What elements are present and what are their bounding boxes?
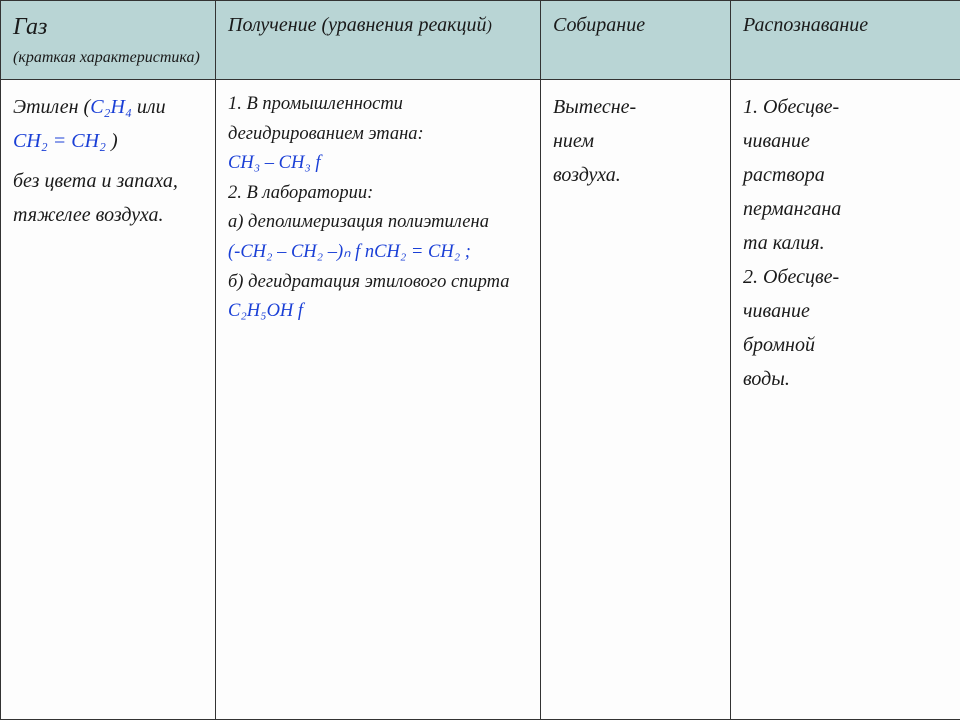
detect-l2: чивание [743,130,810,152]
detect-l7: чивание [743,300,810,322]
cell-gas: Этилен (С₂Н₄ или СН₂ = СН₂ ) без цвета и… [1,79,216,719]
header-preparation: Получение (уравнения реакций) [216,1,541,80]
gas-or: или [132,96,166,118]
gas-desc: без цвета и запаха, тяжелее воздуха. [13,164,203,232]
detect-l5: та калия. [743,232,825,254]
gas-name-pre: Этилен ( [13,96,90,118]
prep-formula2b: ₙ f nСН₂ = СН₂ ; [343,242,471,262]
detect-l6: 2. Обесцве- [743,266,839,288]
detect-l3: раствора [743,164,825,186]
header-prep-main: Получение (уравнения реакций [228,14,486,36]
collect-l3: воздуха. [553,164,621,186]
header-collect-text: Собирание [553,14,645,36]
header-collection: Собирание [541,1,731,80]
detect-l1: 1. Обесцве- [743,96,839,118]
cell-detection: 1. Обесцве- чивание раствора пермангана … [731,79,960,719]
prep-line3: а) деполимеризация полиэтилена [228,212,489,232]
cell-preparation: 1. В промышленности дегидрированием этан… [216,79,541,719]
detect-l9: воды. [743,368,790,390]
prep-line2: 2. В лаборатории: [228,183,373,203]
detect-l4: пермангана [743,198,841,220]
prep-formula1: СН₃ – СН₃ f [228,153,321,173]
table-row: Этилен (С₂Н₄ или СН₂ = СН₂ ) без цвета и… [1,79,960,719]
collect-l2: нием [553,130,594,152]
prep-line1: 1. В промышленности дегидрированием этан… [228,94,424,144]
header-gas: Газ (краткая характеристика) [1,1,216,80]
prep-formula3: С₂Н₅ОН f [228,301,303,321]
gas-close: ) [106,130,118,152]
chemistry-table: Газ (краткая характеристика) Получение (… [0,0,960,720]
header-gas-title: Газ [13,14,47,40]
cell-collection: Вытесне- нием воздуха. [541,79,731,719]
header-detection: Распознавание [731,1,960,80]
gas-formula1: С₂Н₄ [90,96,132,118]
prep-formula2a: (-СН₂ – СН₂ –) [228,242,343,262]
header-detect-text: Распознавание [743,14,868,36]
prep-line4: б) дегидратация этилового спирта [228,272,510,292]
header-gas-sub: (краткая характеристика) [13,47,203,69]
collect-l1: Вытесне- [553,96,636,118]
header-prep-tail: ) [486,18,491,35]
gas-formula2: СН₂ = СН₂ [13,130,106,152]
header-row: Газ (краткая характеристика) Получение (… [1,1,960,80]
detect-l8: бромной [743,334,815,356]
